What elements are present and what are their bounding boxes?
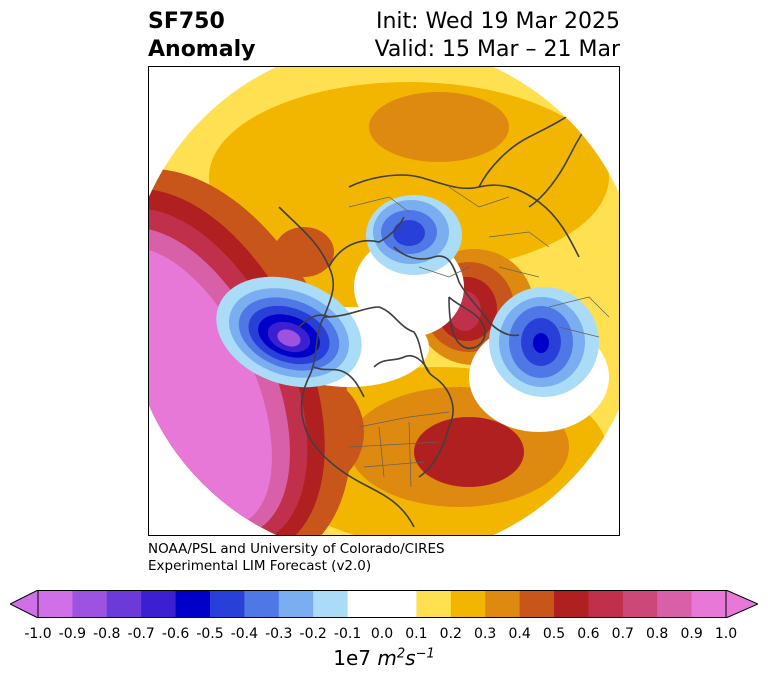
colorbar-tick-label: 0.8 <box>646 626 669 642</box>
colorbar <box>10 590 758 618</box>
credit-text: NOAA/PSL and University of Colorado/CIRE… <box>148 541 445 575</box>
colorbar-tick-label: 0.6 <box>577 626 600 642</box>
colorbar-tick-label: -0.2 <box>299 626 327 642</box>
colorbar-segment <box>141 590 177 618</box>
colorbar-tick-label: -0.6 <box>161 626 190 642</box>
colorbar-tick-label: -0.9 <box>58 626 87 642</box>
colorbar-tick-label: -0.5 <box>196 626 224 642</box>
colorbar-tick-label: 0.9 <box>680 626 703 642</box>
credit-line-2: Experimental LIM Forecast (v2.0) <box>148 558 372 574</box>
anomaly-region <box>393 220 425 246</box>
polar-map-svg <box>149 67 619 535</box>
units-s-exp: −1 <box>415 646 435 662</box>
units-base: 1e7 <box>333 646 372 670</box>
colorbar-tick-label: -0.8 <box>93 626 121 642</box>
colorbar-tick-label: 0.1 <box>405 626 428 642</box>
units-s: s <box>405 646 416 670</box>
units-m-exp: 2 <box>396 646 406 662</box>
map-dates: Init: Wed 19 Mar 2025 Valid: 15 Mar – 21… <box>375 8 620 64</box>
colorbar-segment <box>485 590 521 618</box>
colorbar-segment <box>519 590 555 618</box>
colorbar-segment <box>554 590 589 618</box>
colorbar-segment <box>657 590 693 618</box>
colorbar-segment <box>278 590 314 618</box>
colorbar-units: 1e7 m2s−1 <box>0 646 768 670</box>
anomaly-region <box>277 329 301 347</box>
colorbar-segment <box>313 590 349 618</box>
colorbar-segment <box>622 590 658 618</box>
colorbar-segment <box>450 590 486 618</box>
colorbar-tick-label: 0.0 <box>370 626 394 642</box>
init-date: Init: Wed 19 Mar 2025 <box>375 9 620 34</box>
colorbar-ticks: -1.0 -0.9 -0.8 -0.7 -0.6 -0.5 -0.4 -0.3 -0.2 -0.1… <box>0 626 768 646</box>
colorbar-segment <box>106 590 142 618</box>
anomaly-region <box>369 92 509 162</box>
colorbar-extend-high <box>725 590 758 618</box>
anomaly-region <box>533 333 549 353</box>
units-m: m <box>377 646 397 670</box>
colorbar-segment <box>175 590 211 618</box>
colorbar-segment <box>347 590 383 618</box>
colorbar-segment <box>416 590 452 618</box>
colorbar-segment <box>691 590 727 618</box>
colorbar-segment <box>72 590 108 618</box>
colorbar-tick-label: -0.1 <box>333 626 362 642</box>
colorbar-segment <box>244 590 280 618</box>
colorbar-tick-label: 0.2 <box>439 626 462 642</box>
colorbar-tick-label: -0.3 <box>265 626 293 642</box>
colorbar-tick-label: -0.7 <box>127 626 155 642</box>
colorbar-segment <box>382 590 417 618</box>
anomaly-region <box>414 417 524 487</box>
political-boundaries <box>348 186 610 488</box>
map-title: SF750 Anomaly <box>148 8 255 64</box>
title-variable: SF750 <box>148 9 225 34</box>
colorbar-segment <box>210 590 245 618</box>
colorbar-segment <box>38 590 73 618</box>
valid-range: Valid: 15 Mar – 21 Mar <box>374 37 620 62</box>
colorbar-tick-label: 0.7 <box>611 626 634 642</box>
title-field: Anomaly <box>148 37 256 62</box>
colorbar-tick-label: -1.0 <box>24 626 52 642</box>
colorbar-extend-low <box>10 590 39 618</box>
credit-line-1: NOAA/PSL and University of Colorado/CIRE… <box>148 541 445 557</box>
colorbar-tick-label: 1.0 <box>714 626 738 642</box>
colorbar-segment <box>588 590 624 618</box>
colorbar-tick-label: 0.4 <box>508 626 531 642</box>
colorbar-tick-label: 0.5 <box>542 626 566 642</box>
anomaly-map <box>148 66 620 536</box>
colorbar-tick-label: 0.3 <box>474 626 497 642</box>
colorbar-tick-label: -0.4 <box>230 626 259 642</box>
colorbar-outline <box>37 590 727 618</box>
